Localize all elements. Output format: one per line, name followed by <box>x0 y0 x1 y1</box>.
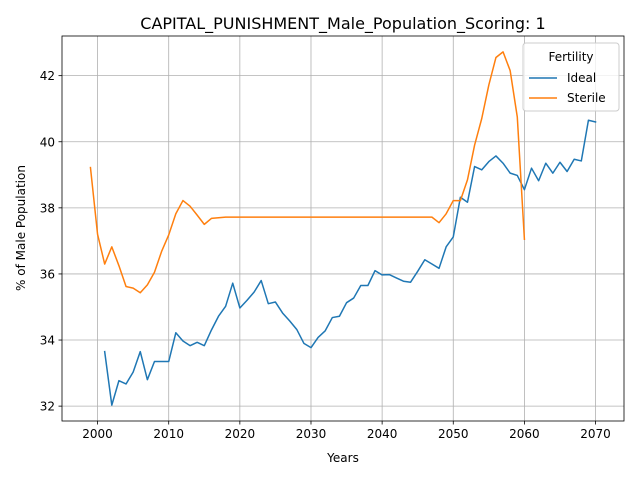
y-tick-label: 42 <box>40 69 55 83</box>
x-tick-label: 2050 <box>438 427 469 441</box>
x-axis-ticks: 2000 2010 2020 2030 2040 2050 2060 2070 <box>82 421 611 441</box>
x-tick-label: 2010 <box>153 427 184 441</box>
x-axis-label: Years <box>326 451 359 465</box>
chart-title: CAPITAL_PUNISHMENT_Male_Population_Scori… <box>140 14 545 34</box>
x-tick-label: 2000 <box>82 427 113 441</box>
y-tick-label: 34 <box>40 334 55 348</box>
legend-box <box>522 42 620 112</box>
legend-label-ideal: Ideal <box>567 71 596 85</box>
y-axis-ticks: 32 34 36 38 40 42 <box>40 69 62 414</box>
plot-frame <box>61 35 625 422</box>
x-tick-label: 2020 <box>225 427 256 441</box>
y-tick-label: 32 <box>40 400 55 414</box>
x-tick-label: 2070 <box>580 427 611 441</box>
y-tick-label: 40 <box>40 135 55 149</box>
x-tick-label: 2040 <box>367 427 398 441</box>
y-tick-label: 38 <box>40 201 55 215</box>
x-tick-label: 2030 <box>296 427 327 441</box>
legend-title: Fertility <box>548 50 593 64</box>
legend-label-sterile: Sterile <box>567 91 606 105</box>
x-tick-label: 2060 <box>509 427 540 441</box>
y-axis-label: % of Male Population <box>14 165 28 291</box>
series-line-sterile <box>89 51 526 294</box>
series-line-ideal <box>103 119 597 406</box>
plot-lines <box>89 51 597 406</box>
legend: Fertility Ideal Sterile <box>522 42 620 112</box>
y-tick-label: 36 <box>40 267 55 281</box>
